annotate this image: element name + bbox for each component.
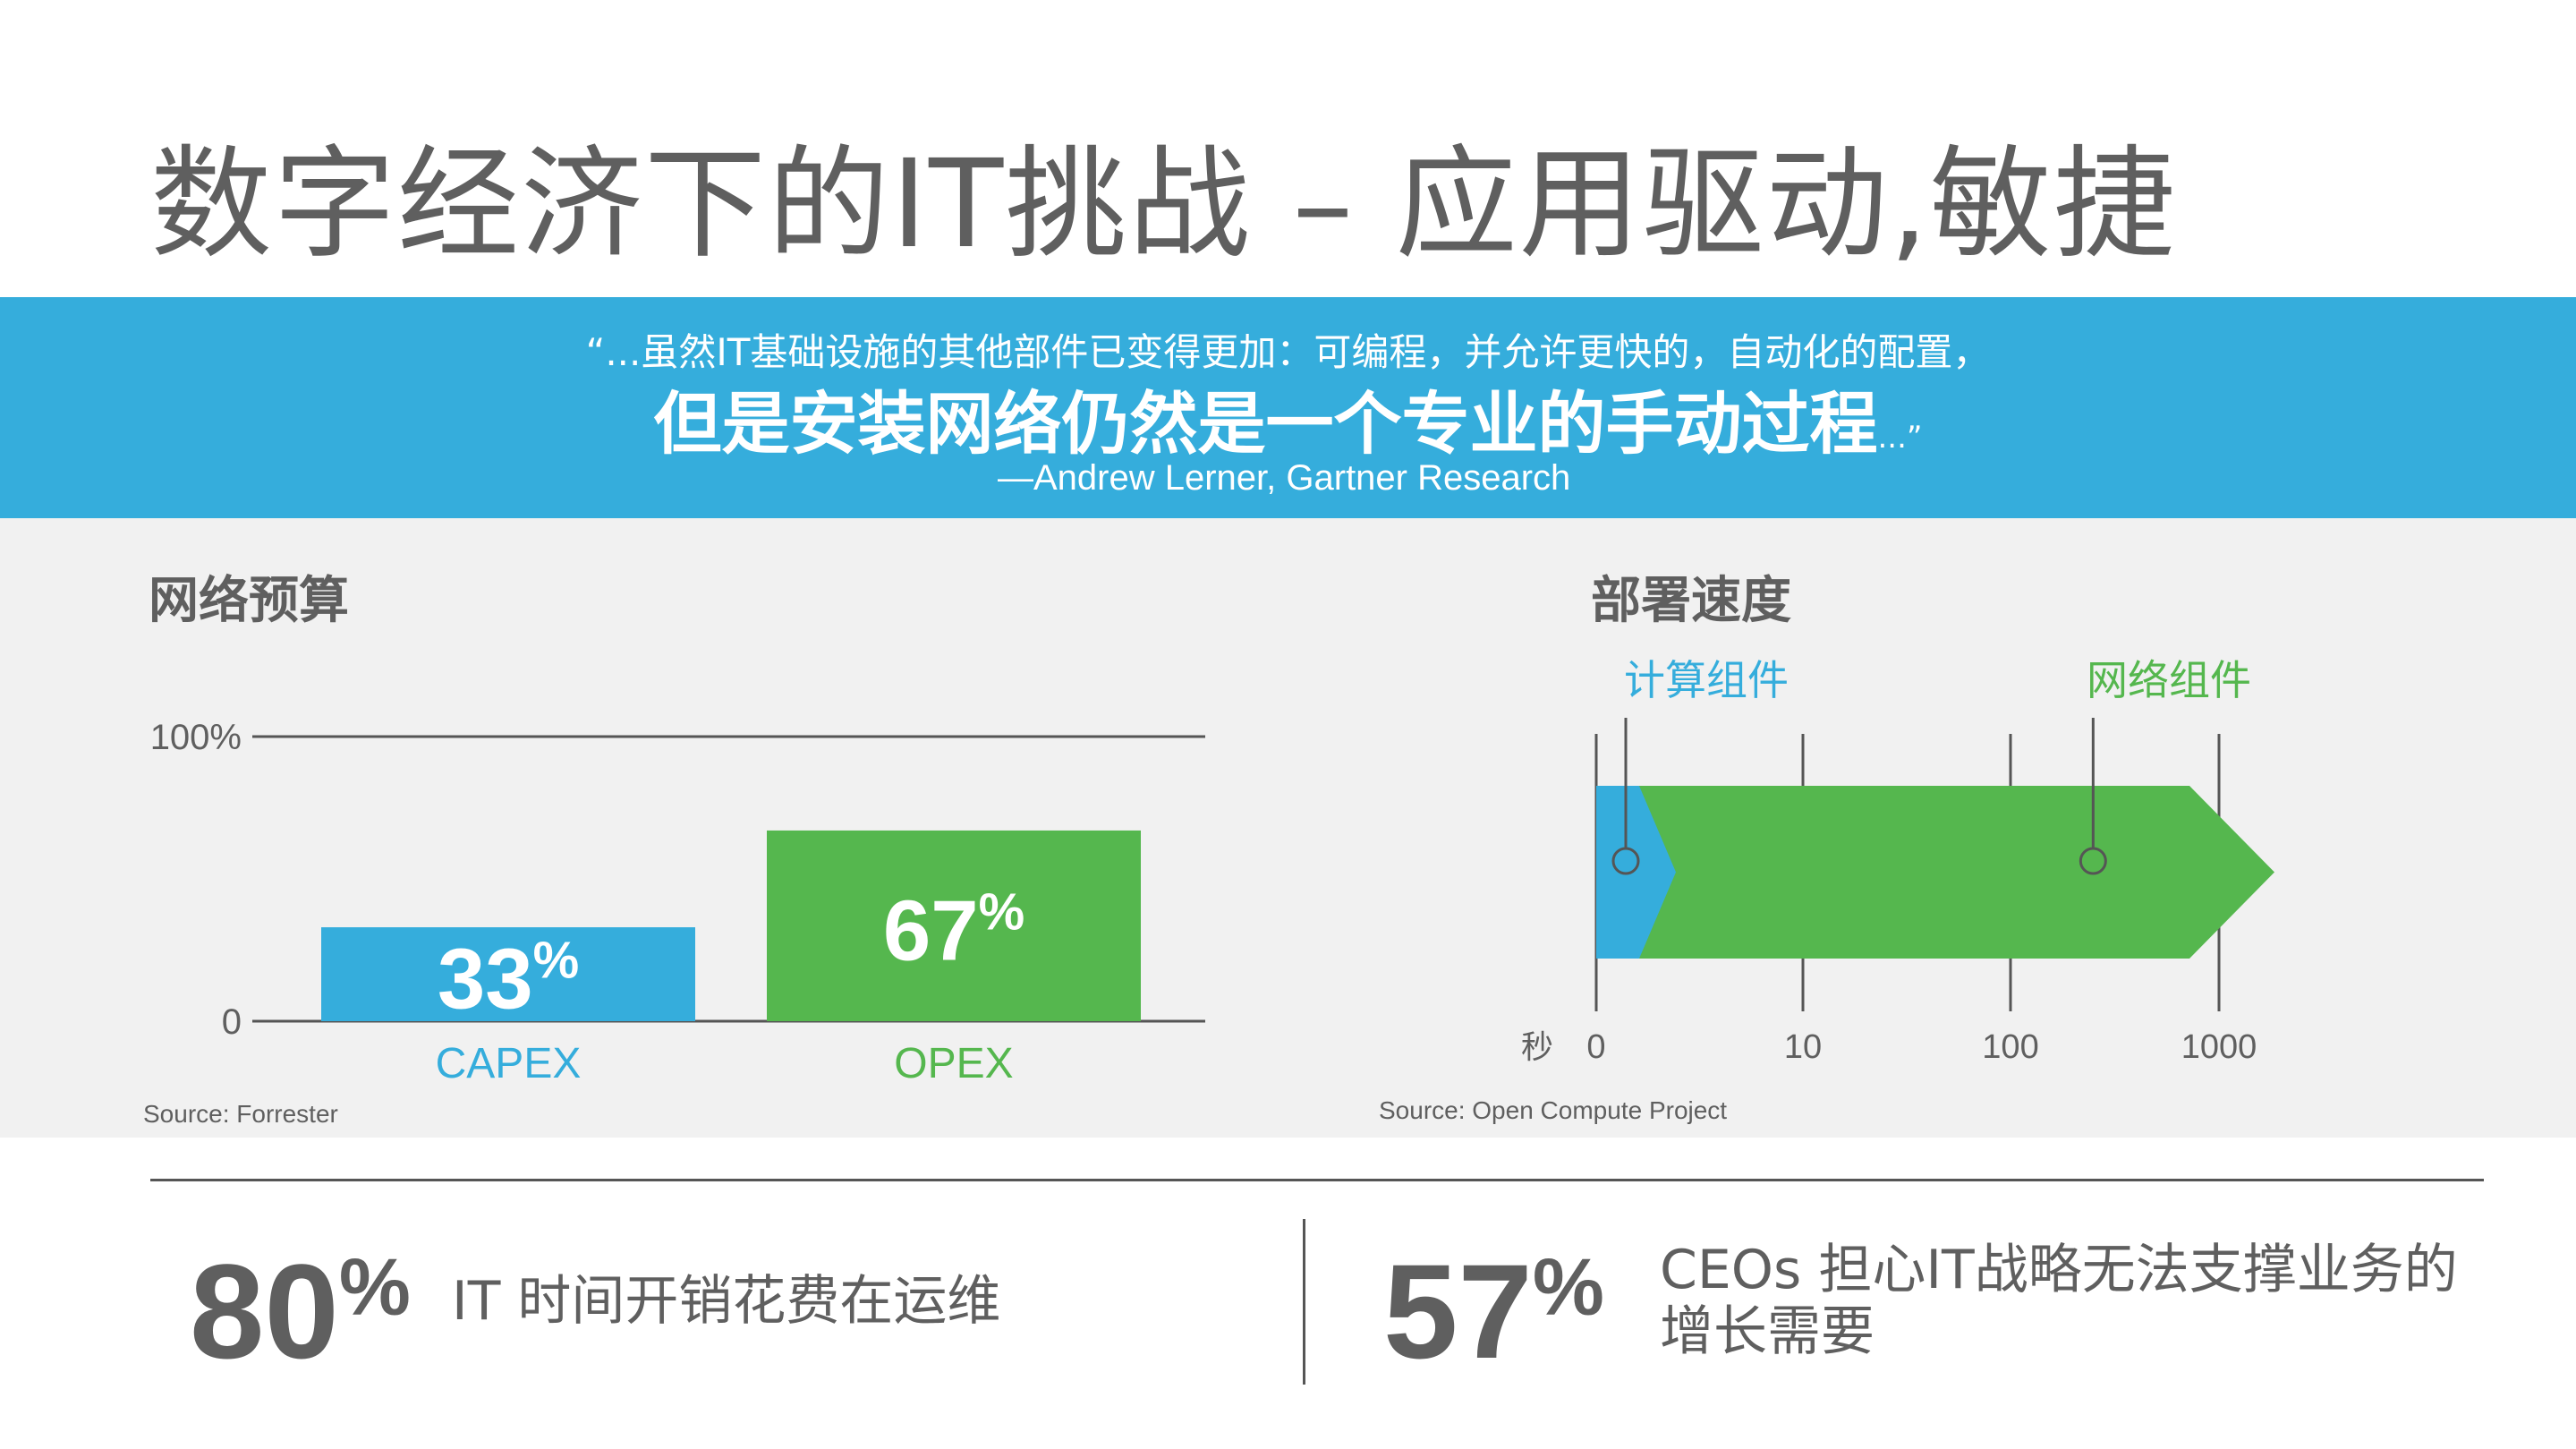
quote-banner: “...虽然IT基础设施的其他部件已变得更加：可编程，并允许更快的，自动化的配置… xyxy=(0,297,2576,518)
network-marker xyxy=(2079,847,2107,875)
deploy-chart: 0 10 100 1000 秒 计算组件 网络组件 xyxy=(1521,656,2274,1066)
category-label: OPEX xyxy=(894,1040,1013,1087)
quote-attribution: —Andrew Lerner, Gartner Research xyxy=(998,458,1571,498)
budget-chart: 100% 0 33% CAPEX 67% OPEX xyxy=(150,718,1205,1087)
series-label-network: 网络组件 xyxy=(2087,656,2251,704)
series-label-compute: 计算组件 xyxy=(1624,656,1789,704)
quote-line-1: “...虽然IT基础设施的其他部件已变得更加：可编程，并允许更快的，自动化的配置… xyxy=(585,330,1991,374)
stat-2-value: 57 xyxy=(1383,1236,1533,1386)
bar-value-label: 67% xyxy=(883,882,1024,978)
stat-2-number: 57% xyxy=(1383,1244,1604,1378)
tick-label: 100 xyxy=(1982,1028,2038,1066)
deploy-heading: 部署速度 xyxy=(1591,572,1791,630)
bar-capex xyxy=(321,927,695,1021)
quote-line-2: 但是安装网络仍然是一个专业的手动过程...” xyxy=(0,369,2576,467)
budget-source: Source: Forrester xyxy=(143,1100,338,1128)
stat-2-text: CEOs 担心IT战略无法支撑业务的增长需要 xyxy=(1660,1239,2458,1363)
y-tick-label: 0 xyxy=(222,1002,242,1042)
deploy-source: Source: Open Compute Project xyxy=(1379,1096,1727,1124)
axis-unit-label: 秒 xyxy=(1521,1029,1553,1066)
vertical-divider xyxy=(1303,1219,1305,1385)
bar-value-label: 33% xyxy=(438,932,579,1027)
y-tick-label: 100% xyxy=(150,718,242,757)
compute-marker xyxy=(1611,847,1640,875)
stat-1-percent: % xyxy=(338,1243,411,1333)
tick-label: 0 xyxy=(1586,1028,1605,1066)
quote-ellipsis: ...” xyxy=(1877,420,1923,456)
bar-network-components xyxy=(1596,786,2274,959)
page-title: 数字经济下的IT挑战 – 应用驱动,敏捷 xyxy=(150,134,2177,276)
tick-label: 1000 xyxy=(2181,1028,2257,1066)
stat-1-text: IT 时间开销花费在运维 xyxy=(452,1270,1001,1333)
stat-1-number: 80% xyxy=(190,1244,411,1378)
stat-1-value: 80 xyxy=(190,1236,339,1386)
tick-label: 10 xyxy=(1784,1028,1822,1066)
bar-compute-components xyxy=(1596,786,1676,959)
charts-svg: 网络预算 Source: Forrester 部署速度 Source: Open… xyxy=(143,572,2274,1128)
category-label: CAPEX xyxy=(436,1040,582,1087)
bar-opex xyxy=(767,830,1141,1021)
stat-2-percent: % xyxy=(1532,1243,1604,1333)
quote-line-2-text: 但是安装网络仍然是一个专业的手动过程 xyxy=(653,384,1878,464)
budget-heading: 网络预算 xyxy=(149,572,349,630)
horizontal-divider xyxy=(150,1179,2484,1181)
